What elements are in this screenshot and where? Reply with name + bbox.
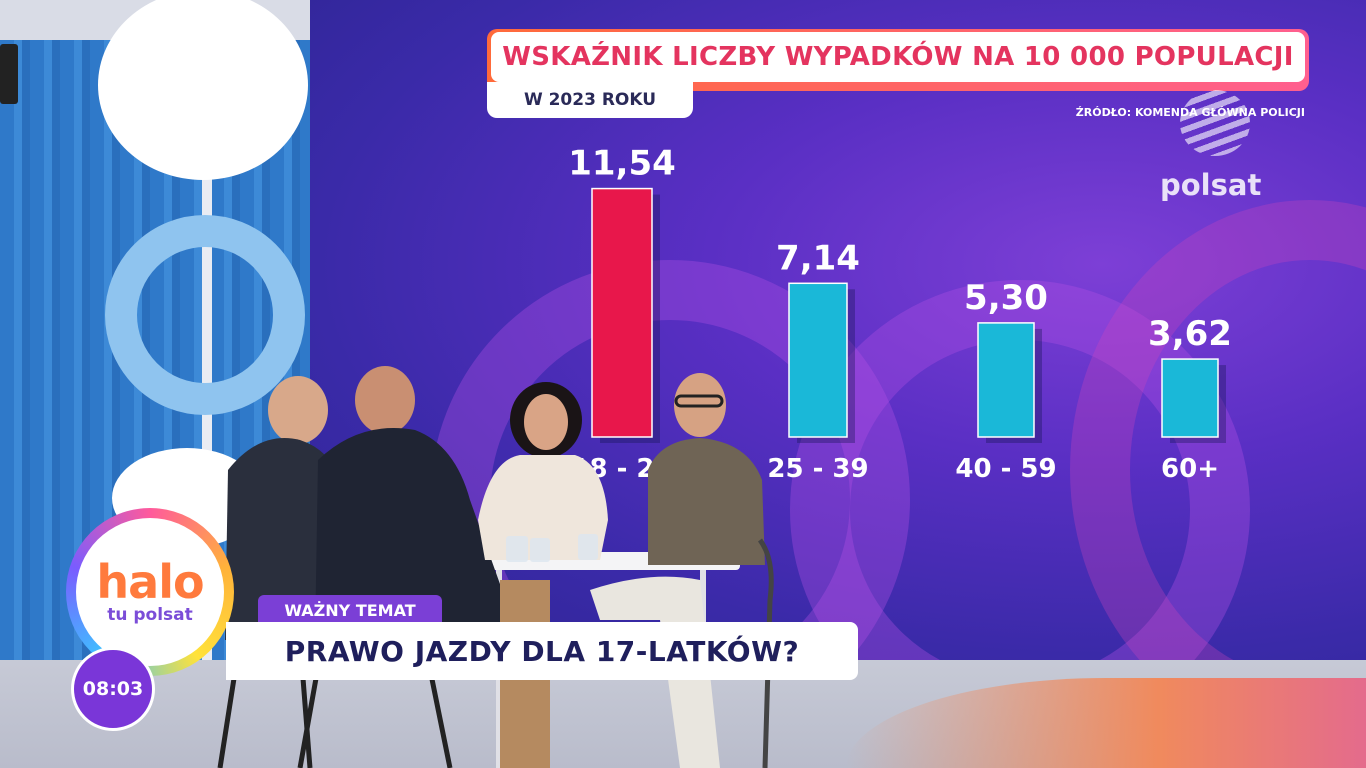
clock: 08:03	[71, 647, 155, 731]
water-glass	[506, 536, 528, 562]
guest-left-body	[225, 438, 340, 640]
studio-lamp	[0, 44, 18, 104]
bar-3	[1161, 358, 1219, 438]
channel-logo: polsat	[1160, 168, 1262, 202]
value-label-1: 7,14	[776, 238, 860, 278]
category-label-1: 25 - 39	[767, 454, 868, 484]
category-label-3: 60+	[1161, 454, 1219, 484]
value-label-2: 5,30	[964, 278, 1048, 318]
guest-middle-body	[315, 428, 520, 640]
logo-sub: tu polsat	[107, 605, 193, 625]
topic-tag: WAŻNY TEMAT	[258, 595, 442, 625]
category-label-2: 40 - 59	[955, 454, 1056, 484]
bar-0	[591, 187, 653, 438]
host-man-glasses	[674, 394, 724, 408]
value-label-0: 11,54	[568, 144, 676, 184]
guest-middle-head	[355, 366, 415, 434]
chart-subtitle: W 2023 ROKU	[487, 82, 693, 118]
halo-tu-polsat-logo: halo tu polsat	[66, 508, 234, 676]
water-glass	[530, 538, 550, 562]
bar-1	[788, 282, 848, 438]
chart-title: WSKAŹNIK LICZBY WYPADKÓW NA 10 000 POPUL…	[491, 32, 1305, 82]
chart-title-banner: WSKAŹNIK LICZBY WYPADKÓW NA 10 000 POPUL…	[487, 29, 1309, 91]
chair	[757, 538, 774, 768]
logo-word: halo	[96, 555, 204, 609]
bar-2	[977, 322, 1035, 438]
headline: PRAWO JAZDY DLA 17-LATKÓW?	[226, 622, 858, 680]
water-glass	[578, 534, 598, 560]
host-woman-face	[524, 394, 568, 450]
decor-circle-top	[98, 0, 308, 180]
host-woman-body	[478, 455, 608, 560]
value-label-3: 3,62	[1148, 314, 1232, 354]
guest-left-head	[268, 376, 328, 444]
host-man-body	[648, 438, 765, 565]
logo-inner: halo tu polsat	[76, 518, 224, 666]
polsat-logo-icon	[1180, 90, 1250, 156]
